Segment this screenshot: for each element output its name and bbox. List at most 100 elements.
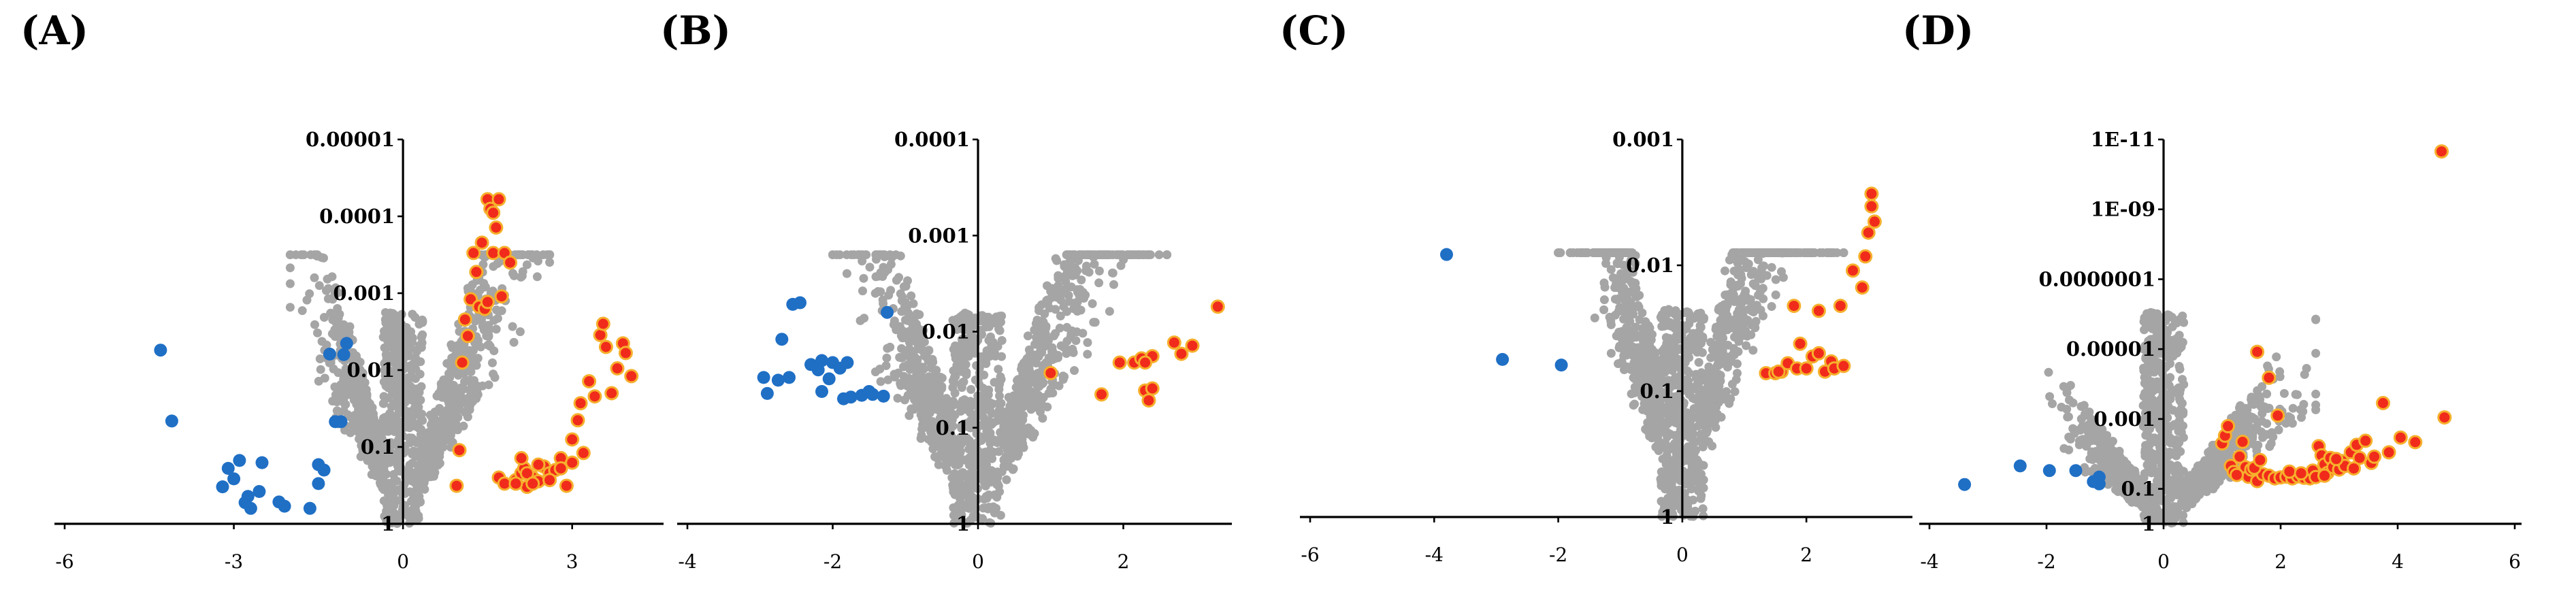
ns-point bbox=[1090, 259, 1099, 269]
ns-point bbox=[1839, 248, 1848, 257]
ns-point bbox=[1665, 476, 1674, 486]
ns-point bbox=[1727, 380, 1737, 389]
ns-point bbox=[981, 448, 990, 456]
ns-point bbox=[950, 490, 960, 499]
ns-point bbox=[1109, 280, 1118, 289]
up-point bbox=[570, 413, 585, 428]
ns-point bbox=[1056, 312, 1065, 320]
ns-point bbox=[1793, 248, 1802, 257]
ns-point bbox=[1145, 250, 1155, 259]
ns-point bbox=[1698, 332, 1708, 341]
ns-point bbox=[1664, 378, 1674, 388]
ns-point bbox=[1062, 349, 1071, 359]
down-point bbox=[841, 356, 854, 369]
ns-point bbox=[2081, 467, 2090, 477]
up-point bbox=[1043, 365, 1058, 380]
ns-point bbox=[832, 250, 841, 259]
down-point bbox=[822, 372, 836, 386]
ns-point bbox=[907, 364, 916, 373]
ns-point bbox=[1663, 431, 1672, 441]
ns-point bbox=[331, 390, 340, 399]
down-point bbox=[312, 458, 325, 471]
ns-point bbox=[1657, 392, 1666, 401]
up-point bbox=[1174, 346, 1189, 361]
ns-point bbox=[2064, 412, 2073, 422]
ns-point bbox=[1154, 250, 1164, 259]
ns-point bbox=[1710, 402, 1719, 412]
ns-point bbox=[1004, 393, 1013, 402]
ns-point bbox=[2279, 388, 2289, 398]
ns-point bbox=[285, 303, 295, 312]
ns-point bbox=[1025, 367, 1034, 376]
ns-point bbox=[1117, 250, 1126, 259]
ns-point bbox=[975, 363, 984, 373]
ns-point bbox=[958, 468, 968, 478]
ns-point bbox=[1043, 298, 1052, 307]
ns-point bbox=[330, 325, 340, 335]
ns-point bbox=[446, 358, 455, 367]
ns-point bbox=[1682, 456, 1692, 465]
ns-point bbox=[1659, 321, 1669, 331]
ns-point bbox=[385, 515, 395, 524]
up-point bbox=[457, 312, 472, 327]
ns-point bbox=[1746, 295, 1755, 304]
ns-point bbox=[391, 371, 401, 380]
ns-point bbox=[904, 411, 914, 420]
ns-point bbox=[538, 250, 548, 259]
ns-point bbox=[1733, 359, 1742, 369]
ns-point bbox=[853, 250, 863, 259]
ns-point bbox=[1614, 307, 1623, 316]
ns-point bbox=[349, 356, 359, 365]
ns-point bbox=[950, 388, 960, 398]
ns-point bbox=[1083, 338, 1092, 347]
ns-point bbox=[984, 385, 994, 395]
ns-point bbox=[1725, 295, 1734, 305]
ns-point bbox=[457, 399, 466, 407]
ns-point bbox=[408, 450, 417, 459]
ns-point bbox=[897, 379, 907, 388]
ns-point bbox=[936, 373, 945, 382]
ns-point bbox=[1017, 435, 1027, 444]
ns-point bbox=[875, 365, 885, 373]
ns-point bbox=[435, 459, 444, 468]
ns-point bbox=[1689, 329, 1698, 338]
ns-point bbox=[515, 327, 525, 337]
ns-point bbox=[894, 368, 903, 378]
ns-point bbox=[1704, 437, 1714, 446]
ns-point bbox=[1694, 358, 1703, 367]
down-point bbox=[815, 385, 828, 398]
ns-point bbox=[310, 320, 319, 329]
ns-point bbox=[1047, 343, 1057, 352]
ns-point bbox=[322, 340, 331, 350]
ns-point bbox=[1656, 403, 1665, 412]
ns-point bbox=[1034, 325, 1044, 335]
ns-point bbox=[1757, 267, 1766, 276]
ns-point bbox=[1735, 301, 1745, 310]
ns-point bbox=[1012, 424, 1022, 433]
up-point bbox=[1846, 263, 1860, 278]
up-point bbox=[542, 473, 557, 488]
ns-point bbox=[897, 296, 907, 305]
ns-point bbox=[2274, 425, 2283, 435]
ns-point bbox=[420, 456, 429, 465]
y-tick-label: 0.01 bbox=[1626, 254, 1674, 277]
ns-point bbox=[1679, 364, 1689, 373]
ns-point bbox=[1565, 248, 1575, 257]
ns-point bbox=[1037, 399, 1046, 409]
ns-point bbox=[1686, 411, 1696, 420]
ns-point bbox=[299, 250, 308, 259]
ns-point bbox=[1716, 412, 1726, 422]
ns-point bbox=[1606, 265, 1616, 274]
ns-point bbox=[945, 424, 955, 433]
ns-point bbox=[291, 250, 301, 259]
ns-point bbox=[1733, 310, 1742, 319]
up-point bbox=[531, 457, 546, 472]
x-tick-label: -2 bbox=[1549, 544, 1567, 566]
ns-point bbox=[1011, 383, 1021, 393]
ns-point bbox=[995, 326, 1005, 335]
ns-point bbox=[405, 461, 414, 470]
panel-label: (C) bbox=[1279, 7, 1348, 54]
ns-point bbox=[1771, 290, 1780, 299]
ns-point bbox=[937, 382, 947, 391]
up-point bbox=[474, 235, 489, 250]
